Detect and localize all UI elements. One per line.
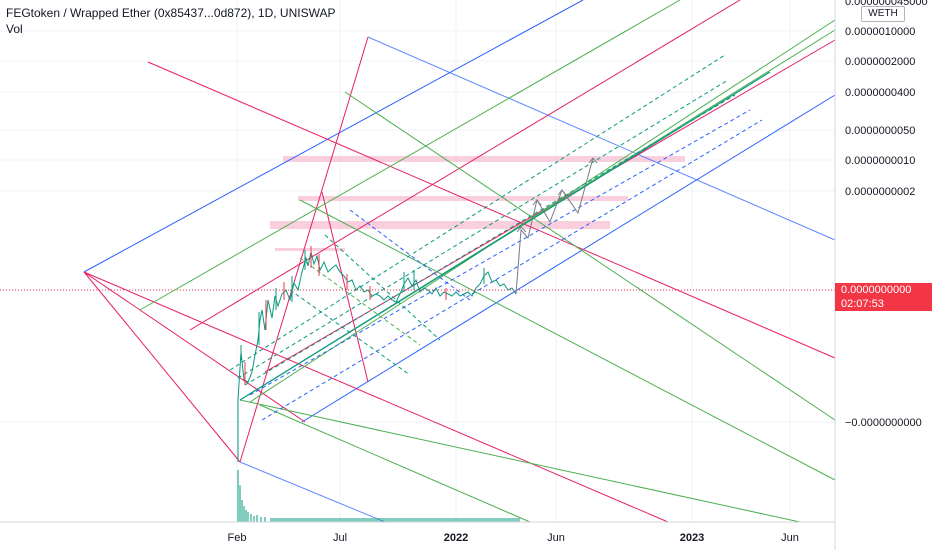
price-axis[interactable]: 0.000000045000 0.0000010000 0.0000002000 0.… [845, 0, 928, 429]
time-axis-label: Jun [547, 532, 565, 544]
pitchfork-red-6 [83, 271, 669, 523]
currency-badge[interactable]: WETH [861, 6, 905, 22]
price-axis-label: −0.0000000000 [845, 417, 922, 429]
candles [240, 246, 485, 385]
zone-2 [298, 196, 628, 201]
time-axis-label: Feb [228, 532, 247, 544]
time-axis-label: 2023 [680, 532, 704, 544]
price-axis-label: 0.0000010000 [845, 26, 915, 38]
pitchfork-red-4 [321, 191, 369, 383]
zone-4 [275, 248, 345, 251]
time-axis-label: Jun [781, 532, 799, 544]
time-axis-label: 2022 [444, 532, 468, 544]
pitchfork-drawing[interactable] [83, 0, 836, 523]
pitchfork-red-1 [83, 271, 241, 463]
pitchfork-green-4 [239, 399, 801, 523]
pitchfork-blue-lower [301, 94, 836, 423]
last-price-value: 0.0000000000 [841, 284, 912, 296]
pitchfork-green-1 [139, 0, 681, 311]
highlight-zones [270, 156, 685, 251]
pitchfork-green-6 [299, 199, 836, 481]
pitchfork-green-3 [344, 91, 836, 421]
legend-vol: Vol [6, 22, 23, 36]
price-axis-label: 0.0000000010 [845, 155, 915, 167]
price-axis-label: 0.0000000002 [845, 186, 915, 198]
last-price-countdown: 02:07:53 [841, 298, 884, 310]
pitchfork-red-8 [189, 0, 741, 331]
zone-1 [283, 156, 685, 162]
dashed-channels[interactable] [229, 54, 763, 421]
last-price-label: 0.0000000000 02:07:53 [835, 283, 932, 311]
pitchfork-blue-upper [83, 0, 584, 273]
price-line [237, 251, 517, 462]
pitchfork-green-2 [249, 19, 836, 403]
time-axis[interactable]: Feb Jul 2022 Jun 2023 Jun [228, 532, 799, 544]
volume-series [237, 470, 520, 522]
pitchfork-green-5 [259, 404, 531, 523]
pitchfork-red-7 [83, 271, 306, 423]
time-axis-label: Jul [333, 532, 347, 544]
pitchfork-blue-bottom [239, 461, 386, 523]
projection-path[interactable] [515, 157, 598, 295]
price-axis-label: 0.0000000400 [845, 87, 915, 99]
pitchfork-blue-top [367, 36, 836, 241]
pitchfork-red-5 [147, 61, 836, 359]
pitchfork-median [239, 71, 771, 401]
price-axis-label-top: 0.000000045000 [845, 0, 928, 8]
zone-3 [270, 221, 610, 229]
price-axis-label: 0.0000002000 [845, 56, 915, 68]
legend-title: FEGtoken / Wrapped Ether (0x85437...0d87… [6, 6, 336, 20]
price-axis-label: 0.0000000050 [845, 125, 915, 137]
legend: FEGtoken / Wrapped Ether (0x85437...0d87… [6, 5, 336, 37]
pitchfork-red-2 [239, 36, 369, 463]
price-series[interactable] [237, 251, 517, 462]
